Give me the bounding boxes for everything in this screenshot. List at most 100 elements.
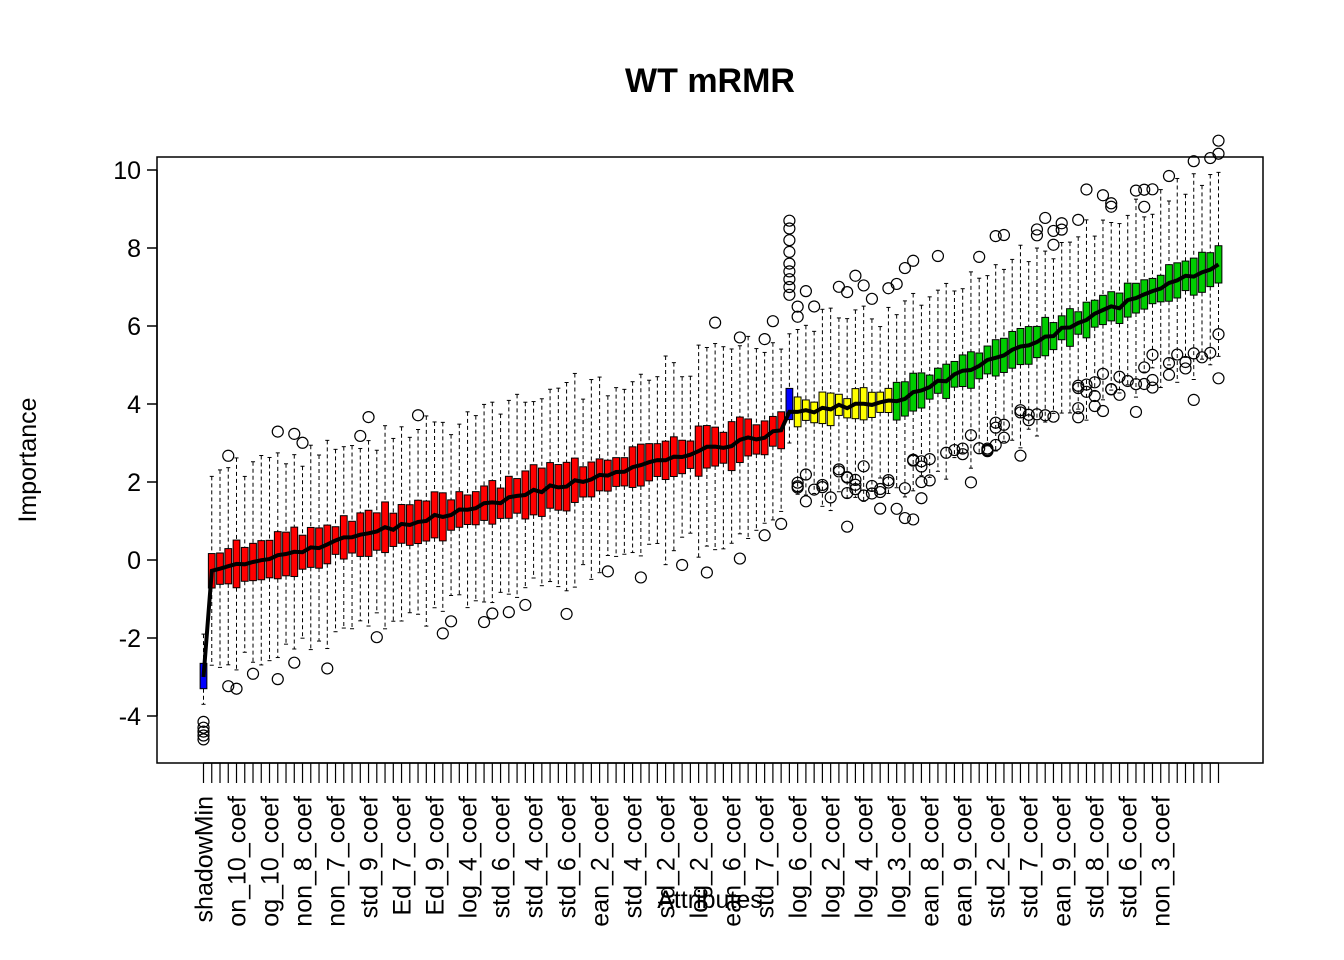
box-20 xyxy=(354,429,367,622)
outlier-point xyxy=(997,228,1011,242)
outlier-point xyxy=(898,482,912,495)
outlier-point xyxy=(1129,405,1143,419)
outlier-point xyxy=(1105,197,1118,210)
outlier-point xyxy=(783,245,796,258)
outlier-point xyxy=(1047,224,1060,238)
outlier-point xyxy=(841,470,854,484)
box-103 xyxy=(1039,211,1052,423)
outlier-point xyxy=(791,481,804,494)
outlier-point xyxy=(271,425,284,438)
box-97 xyxy=(989,229,1002,452)
box-body xyxy=(785,387,794,421)
outlier-point xyxy=(923,453,936,466)
box-22 xyxy=(370,449,383,644)
outlier-point xyxy=(362,411,375,424)
box-110 xyxy=(1096,189,1110,418)
outlier-point xyxy=(1138,361,1151,374)
outlier-point xyxy=(857,460,870,473)
outlier-point xyxy=(1179,355,1192,369)
outlier-point xyxy=(444,615,458,628)
outlier-point xyxy=(271,673,284,686)
box-4 xyxy=(222,449,235,693)
outlier-point xyxy=(288,427,301,440)
outlier-point xyxy=(989,416,1002,429)
box-40 xyxy=(519,401,532,612)
outlier-point xyxy=(733,552,746,565)
box-90 xyxy=(931,249,945,472)
outlier-point xyxy=(1039,409,1052,422)
x-tick-label: std_7_coef xyxy=(1016,796,1044,918)
box-31 xyxy=(444,434,458,628)
outlier-point xyxy=(989,438,1002,452)
outlier-point xyxy=(1204,346,1217,359)
box-98 xyxy=(997,228,1011,444)
outlier-point xyxy=(1113,388,1126,401)
outlier-point xyxy=(915,475,928,489)
box-107 xyxy=(1072,213,1085,424)
outlier-point xyxy=(923,474,936,487)
outlier-point xyxy=(997,431,1011,444)
box-66 xyxy=(733,331,746,565)
outlier-point xyxy=(783,265,796,278)
outlier-point xyxy=(832,280,846,293)
box-109 xyxy=(1088,235,1101,413)
box-5 xyxy=(230,457,243,695)
outlier-point xyxy=(246,667,260,680)
x-tick-label: og_10_coef xyxy=(257,796,285,927)
box-123 xyxy=(1204,151,1217,366)
outlier-point xyxy=(841,520,854,533)
outlier-point xyxy=(1204,151,1217,165)
box-72 xyxy=(783,214,796,444)
box-100 xyxy=(1014,244,1027,462)
outlier-point xyxy=(1146,183,1159,196)
outlier-point xyxy=(1022,408,1035,421)
outlier-point xyxy=(709,316,722,329)
outlier-point xyxy=(849,483,862,496)
outlier-point xyxy=(1162,368,1176,381)
outlier-point xyxy=(882,474,895,487)
outlier-point xyxy=(824,491,837,504)
box-75 xyxy=(808,300,821,496)
outlier-point xyxy=(1055,223,1068,236)
outlier-point xyxy=(766,315,779,328)
outlier-point xyxy=(857,279,870,292)
outlier-point xyxy=(1014,449,1027,462)
x-tick-label: ean_6_coef xyxy=(719,796,747,927)
x-tick-label: Ed_9_coef xyxy=(422,796,450,916)
outlier-point xyxy=(1039,211,1052,225)
outlier-point xyxy=(436,627,449,640)
box-16 xyxy=(321,439,334,675)
box-12 xyxy=(288,427,301,669)
box-95 xyxy=(973,250,986,455)
outlier-point xyxy=(890,277,903,291)
x-tick-label: non_7_coef xyxy=(323,796,351,927)
outlier-point xyxy=(816,478,829,492)
x-tick-label: log_2_coef xyxy=(686,796,714,918)
box-81 xyxy=(857,279,870,502)
outlier-point xyxy=(783,273,796,286)
outlier-point xyxy=(973,250,986,263)
outlier-point xyxy=(1212,147,1225,160)
outlier-point xyxy=(799,285,812,298)
outlier-point xyxy=(1096,189,1110,202)
outlier-point xyxy=(956,448,969,461)
outlier-point xyxy=(783,222,796,235)
outlier-point xyxy=(197,729,210,742)
outlier-point xyxy=(1121,374,1134,388)
box-96 xyxy=(981,275,994,458)
box-7 xyxy=(246,461,260,680)
x-tick-label: std_2_coef xyxy=(653,796,681,918)
outlier-point xyxy=(1096,367,1110,380)
outlier-point xyxy=(907,513,920,526)
outlier-point xyxy=(874,485,887,499)
outlier-point xyxy=(915,460,928,473)
x-tick-label: std_9_coef xyxy=(356,796,384,918)
y-tick-label: -4 xyxy=(119,703,141,731)
outlier-point xyxy=(1187,155,1200,168)
outlier-point xyxy=(197,715,210,728)
outlier-point xyxy=(808,300,821,313)
outlier-point xyxy=(1072,402,1085,415)
box-88 xyxy=(915,304,928,505)
outlier-point xyxy=(890,502,903,515)
